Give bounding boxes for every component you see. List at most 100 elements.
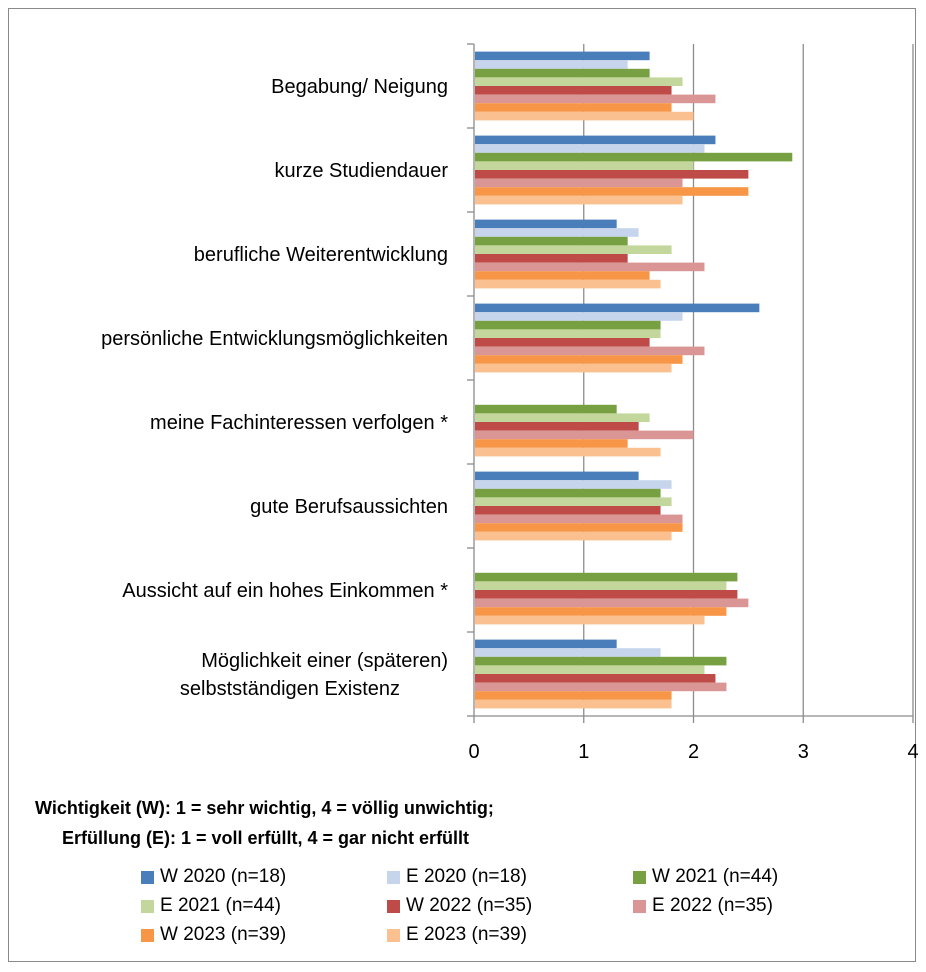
bar xyxy=(475,639,617,649)
legend-label: E 2020 (n=18) xyxy=(406,866,527,887)
x-tick-label: 3 xyxy=(798,741,809,763)
bar xyxy=(475,254,628,263)
bar xyxy=(475,346,705,356)
bar xyxy=(475,103,672,112)
legend-label: W 2021 (n=44) xyxy=(652,866,779,887)
bar xyxy=(475,338,650,347)
legend-item: E 2020 (n=18) xyxy=(387,864,633,890)
bar xyxy=(475,51,650,61)
x-tick-label: 2 xyxy=(688,741,699,763)
bar xyxy=(475,430,694,440)
bar xyxy=(475,271,650,280)
bar xyxy=(475,363,672,373)
bar xyxy=(475,262,705,272)
bar xyxy=(475,447,661,457)
bar xyxy=(475,497,672,506)
bar xyxy=(475,656,727,666)
bar xyxy=(475,178,683,188)
bar xyxy=(475,329,661,338)
bar xyxy=(475,355,683,364)
category-label: selbstständigen Existenz xyxy=(180,678,400,700)
legend-swatch xyxy=(633,870,646,884)
bar xyxy=(475,607,727,616)
bar xyxy=(475,480,672,489)
x-tick-label: 0 xyxy=(468,741,479,763)
bar xyxy=(475,674,716,683)
bar xyxy=(475,691,672,700)
scale-note: Wichtigkeit (W): 1 = sehr wichtig, 4 = v… xyxy=(35,793,494,853)
bar xyxy=(475,422,639,431)
legend-swatch xyxy=(633,899,646,913)
bar xyxy=(475,523,683,532)
category-label: Möglichkeit einer (späteren) xyxy=(201,650,448,672)
bar xyxy=(475,598,749,608)
category-label: meine Fachinteressen verfolgen * xyxy=(150,412,448,434)
legend-item: W 2021 (n=44) xyxy=(633,864,879,890)
bar xyxy=(475,228,639,237)
bar xyxy=(475,506,661,515)
bar xyxy=(475,77,683,86)
legend-label: W 2023 (n=39) xyxy=(160,924,287,945)
category-label: persönliche Entwicklungsmöglichkeiten xyxy=(101,328,448,350)
category-label: kurze Studiendauer xyxy=(275,160,449,182)
bar xyxy=(475,581,727,590)
bars xyxy=(475,51,793,709)
bar xyxy=(475,245,672,254)
bar xyxy=(475,471,639,481)
x-tick-label: 4 xyxy=(907,741,918,763)
bar xyxy=(475,413,650,422)
bar xyxy=(475,60,628,69)
legend-item: W 2020 (n=18) xyxy=(141,864,387,890)
legend-label: E 2023 (n=39) xyxy=(406,924,527,945)
bar xyxy=(475,699,672,709)
chart-frame xyxy=(8,8,916,962)
bar xyxy=(475,615,705,625)
bar xyxy=(475,86,672,95)
bar xyxy=(475,303,760,313)
legend-swatch xyxy=(387,899,400,913)
bar xyxy=(475,665,705,674)
legend-item: W 2023 (n=39) xyxy=(141,922,387,948)
legend-label: E 2022 (n=35) xyxy=(652,895,773,916)
bar xyxy=(475,94,716,104)
bar xyxy=(475,648,661,657)
legend-label: W 2020 (n=18) xyxy=(160,866,287,887)
category-label: Begabung/ Neigung xyxy=(271,76,448,98)
bar xyxy=(475,531,672,541)
bar xyxy=(475,161,694,170)
bar xyxy=(475,187,749,196)
bar xyxy=(475,439,628,448)
bar xyxy=(475,312,683,321)
bar xyxy=(475,68,650,78)
bar xyxy=(475,320,661,330)
scale-note-line-1: Wichtigkeit (W): 1 = sehr wichtig, 4 = v… xyxy=(35,798,494,818)
legend-item: E 2022 (n=35) xyxy=(633,893,879,919)
bar xyxy=(475,135,716,145)
axes xyxy=(467,43,914,723)
legend-swatch xyxy=(141,899,154,913)
legend: W 2020 (n=18) E 2020 (n=18) W 2021 (n=44) E… xyxy=(141,864,901,948)
bar xyxy=(475,170,749,179)
bar xyxy=(475,514,683,524)
legend-swatch xyxy=(387,928,400,942)
bar xyxy=(475,590,738,599)
legend-swatch xyxy=(387,870,400,884)
legend-swatch xyxy=(141,870,154,884)
bar xyxy=(475,572,738,582)
bar xyxy=(475,488,661,498)
bar xyxy=(475,219,617,229)
bar xyxy=(475,682,727,692)
legend-label: E 2021 (n=44) xyxy=(160,895,281,916)
bar xyxy=(475,111,694,121)
scale-note-line-2: Erfüllung (E): 1 = voll erfüllt, 4 = gar… xyxy=(62,828,470,848)
tick-labels: 0 1 2 3 4 xyxy=(468,741,918,763)
bar xyxy=(475,236,628,246)
category-labels: Begabung/ Neigung kurze Studiendauer beruf… xyxy=(101,76,448,700)
bar xyxy=(475,195,683,205)
category-label: Aussicht auf ein hohes Einkommen * xyxy=(122,580,448,602)
bar xyxy=(475,404,617,414)
legend-item: W 2022 (n=35) xyxy=(387,893,633,919)
bar xyxy=(475,279,661,289)
bar xyxy=(475,152,793,162)
legend-label: W 2022 (n=35) xyxy=(406,895,533,916)
